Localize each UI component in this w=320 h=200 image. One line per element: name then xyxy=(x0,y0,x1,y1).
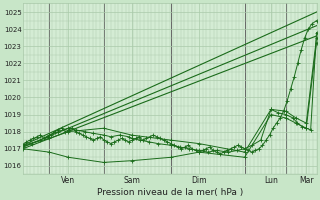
X-axis label: Pression niveau de la mer( hPa ): Pression niveau de la mer( hPa ) xyxy=(97,188,243,197)
